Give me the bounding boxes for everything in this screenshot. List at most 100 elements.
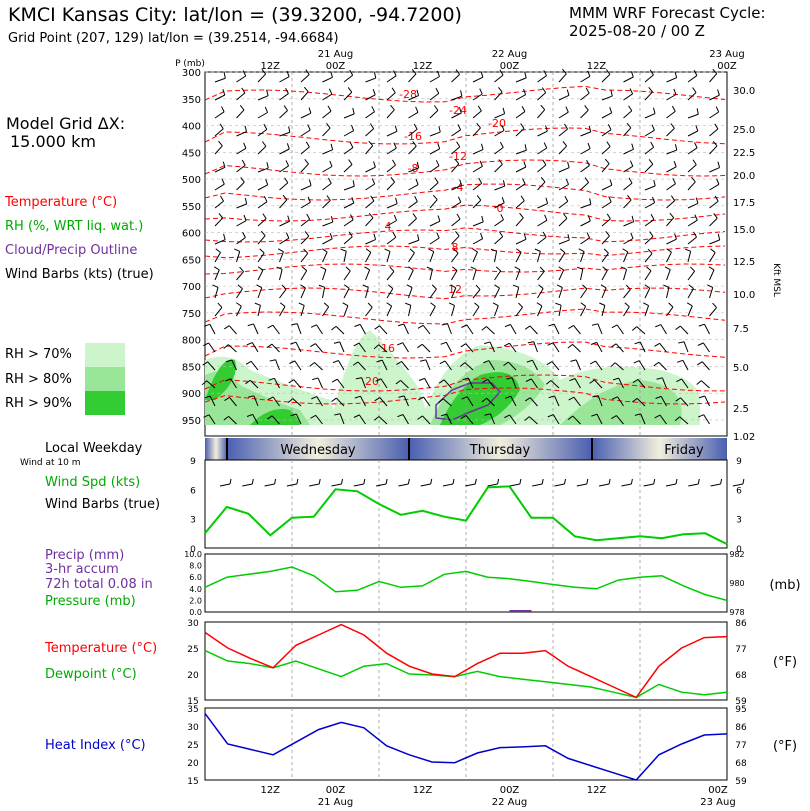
wind-barb-shaft — [515, 94, 526, 101]
wind-barb-flag — [305, 69, 310, 75]
wind-barb — [687, 176, 696, 191]
pressure-axis-label: P (mb) — [175, 59, 205, 69]
wind-barb — [472, 248, 478, 263]
wind-barb-flag — [331, 397, 337, 403]
wind-barb-flag — [584, 105, 589, 111]
top-time-tick-1: 21 Aug — [318, 49, 353, 60]
wind-barb — [246, 413, 259, 425]
wind-barb-shaft — [322, 166, 333, 173]
temperature-contour-label-0: -28 — [399, 88, 417, 101]
rh70-swatch — [85, 343, 125, 367]
wind-barb-flag — [246, 342, 253, 346]
wind-barb-shaft — [709, 252, 716, 263]
wind-barb — [656, 377, 667, 389]
wind-barb — [267, 396, 280, 407]
wind-barb-shaft — [472, 251, 478, 263]
wind-barb-shaft — [644, 74, 654, 83]
heat-index-legend: Heat Index (°C) — [45, 738, 146, 753]
wind-barb-flag — [576, 266, 583, 270]
wind-barb-flag — [653, 361, 660, 367]
wind-barb — [709, 89, 720, 101]
wind-barb-shaft — [472, 199, 482, 209]
wind-barb — [494, 266, 502, 281]
wind-barb — [376, 359, 388, 371]
wind-barb-shaft — [552, 342, 560, 353]
wind-barb — [654, 414, 667, 425]
pressure-tick-750: 750 — [182, 309, 201, 320]
wind-barb-flag — [460, 90, 463, 97]
surface-wind-barb — [286, 478, 299, 487]
wind-barb-shaft — [644, 163, 654, 173]
wind-barb — [396, 361, 409, 371]
wind-barb-shaft — [537, 75, 547, 83]
wind-barb-shaft — [639, 341, 646, 353]
wind-barb-flag — [406, 284, 413, 289]
wind-barb-flag — [649, 231, 654, 237]
wind-barb — [212, 284, 219, 299]
wind-barb-flag — [477, 105, 482, 112]
wind-barb-shaft — [214, 111, 225, 119]
wind-barb-flag — [434, 177, 439, 183]
wind-barb — [687, 87, 697, 101]
wind-barb-shaft — [558, 167, 570, 173]
wind-barb-shaft — [687, 219, 698, 227]
wind-barb — [322, 216, 334, 227]
wind-barb-flag — [374, 325, 380, 330]
surface-barb-shaft — [398, 483, 409, 487]
wind-barb-shaft — [487, 379, 495, 389]
wind-barb — [472, 143, 484, 155]
wind-barb-flag — [217, 302, 223, 308]
precip-tick-2: 4.0 — [189, 585, 202, 594]
wind-barb — [611, 396, 624, 407]
wind-barb — [224, 397, 237, 407]
wind-barb-shaft — [601, 163, 610, 173]
wind-barb-flag — [370, 195, 375, 202]
wind-barb — [310, 343, 323, 353]
wind-barb-shaft — [279, 93, 289, 101]
wind-barb-shaft — [537, 251, 541, 263]
wind-barb — [395, 379, 409, 389]
wind-barb-shaft — [271, 415, 280, 425]
wind-barbs-legend: Wind Barbs (kts) (true) — [5, 267, 154, 282]
wind-barb-shaft — [300, 201, 311, 209]
wind-barb-flag — [263, 196, 268, 202]
wind-barb-flag — [201, 380, 208, 386]
wind-barb-flag — [568, 396, 575, 401]
wind-barb-flag — [717, 89, 720, 96]
temp-ytick-f-59: 59 — [735, 697, 747, 707]
wind-barb-shaft — [580, 165, 590, 173]
wind-barb-shaft — [236, 288, 243, 299]
wind-barb-flag — [202, 361, 208, 366]
wind-barb — [386, 87, 396, 101]
wind-barb-flag — [650, 141, 655, 148]
wind-barb-shaft — [343, 202, 355, 209]
wind-barb-flag — [373, 161, 376, 168]
wind-barb-shaft — [300, 218, 310, 227]
wind-barb-shaft — [623, 182, 633, 191]
grid-dx-value: 15.000 km — [10, 132, 96, 151]
wind-barb-flag — [502, 180, 506, 187]
wind-barb-flag — [203, 342, 209, 347]
wind-barb-flag — [480, 143, 484, 150]
wind-barb — [576, 266, 584, 281]
wind-barb — [269, 359, 280, 371]
wind-barb-flag — [481, 397, 488, 403]
wind-barb — [675, 397, 689, 407]
wind-barb-flag — [243, 142, 247, 149]
wind-barb — [426, 266, 433, 281]
wind-barb-flag — [285, 232, 290, 239]
wind-barb-flag — [691, 176, 696, 183]
wind-barb — [515, 105, 526, 119]
wind-barb-shaft — [687, 130, 699, 137]
wind-barb — [534, 248, 541, 263]
wind-barb-shaft — [451, 74, 460, 83]
wind-barb-shaft — [701, 361, 710, 371]
wind-barb — [236, 231, 246, 245]
wind-barb — [590, 341, 603, 353]
wind-barb-shaft — [253, 323, 259, 335]
wind-barb-shaft — [580, 182, 589, 191]
wind-barb-flag — [588, 125, 592, 132]
wind-barb — [644, 159, 654, 173]
heat-ytick-f-68: 68 — [735, 759, 747, 769]
wind-barb-shaft — [601, 201, 612, 209]
